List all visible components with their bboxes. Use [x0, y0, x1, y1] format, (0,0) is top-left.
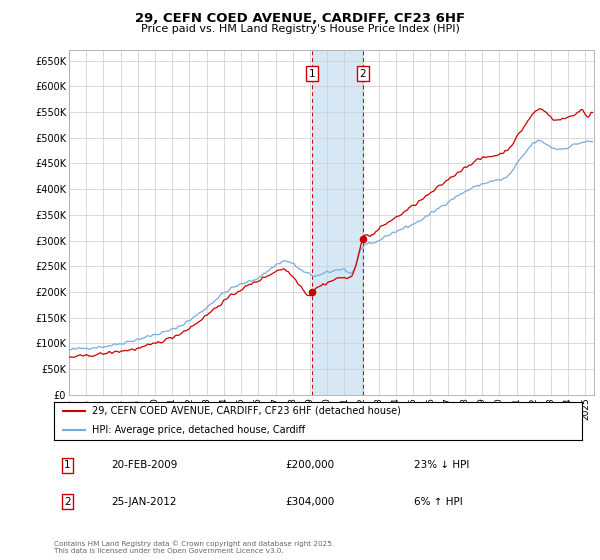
Text: 25-JAN-2012: 25-JAN-2012 [111, 497, 176, 507]
Text: £200,000: £200,000 [285, 460, 334, 470]
Text: 1: 1 [309, 68, 316, 78]
Text: 2: 2 [359, 68, 366, 78]
Text: 29, CEFN COED AVENUE, CARDIFF, CF23 6HF: 29, CEFN COED AVENUE, CARDIFF, CF23 6HF [135, 12, 465, 25]
Text: HPI: Average price, detached house, Cardiff: HPI: Average price, detached house, Card… [92, 426, 305, 436]
Text: Price paid vs. HM Land Registry's House Price Index (HPI): Price paid vs. HM Land Registry's House … [140, 24, 460, 34]
Bar [312, 50, 363, 395]
Text: Contains HM Land Registry data © Crown copyright and database right 2025.
This d: Contains HM Land Registry data © Crown c… [54, 541, 334, 554]
Text: 23% ↓ HPI: 23% ↓ HPI [414, 460, 469, 470]
Text: £304,000: £304,000 [285, 497, 334, 507]
Text: 20-FEB-2009: 20-FEB-2009 [111, 460, 178, 470]
Text: 1: 1 [64, 460, 71, 470]
Text: 6% ↑ HPI: 6% ↑ HPI [414, 497, 463, 507]
Text: 2: 2 [64, 497, 71, 507]
Text: 29, CEFN COED AVENUE, CARDIFF, CF23 6HF (detached house): 29, CEFN COED AVENUE, CARDIFF, CF23 6HF … [92, 405, 401, 416]
